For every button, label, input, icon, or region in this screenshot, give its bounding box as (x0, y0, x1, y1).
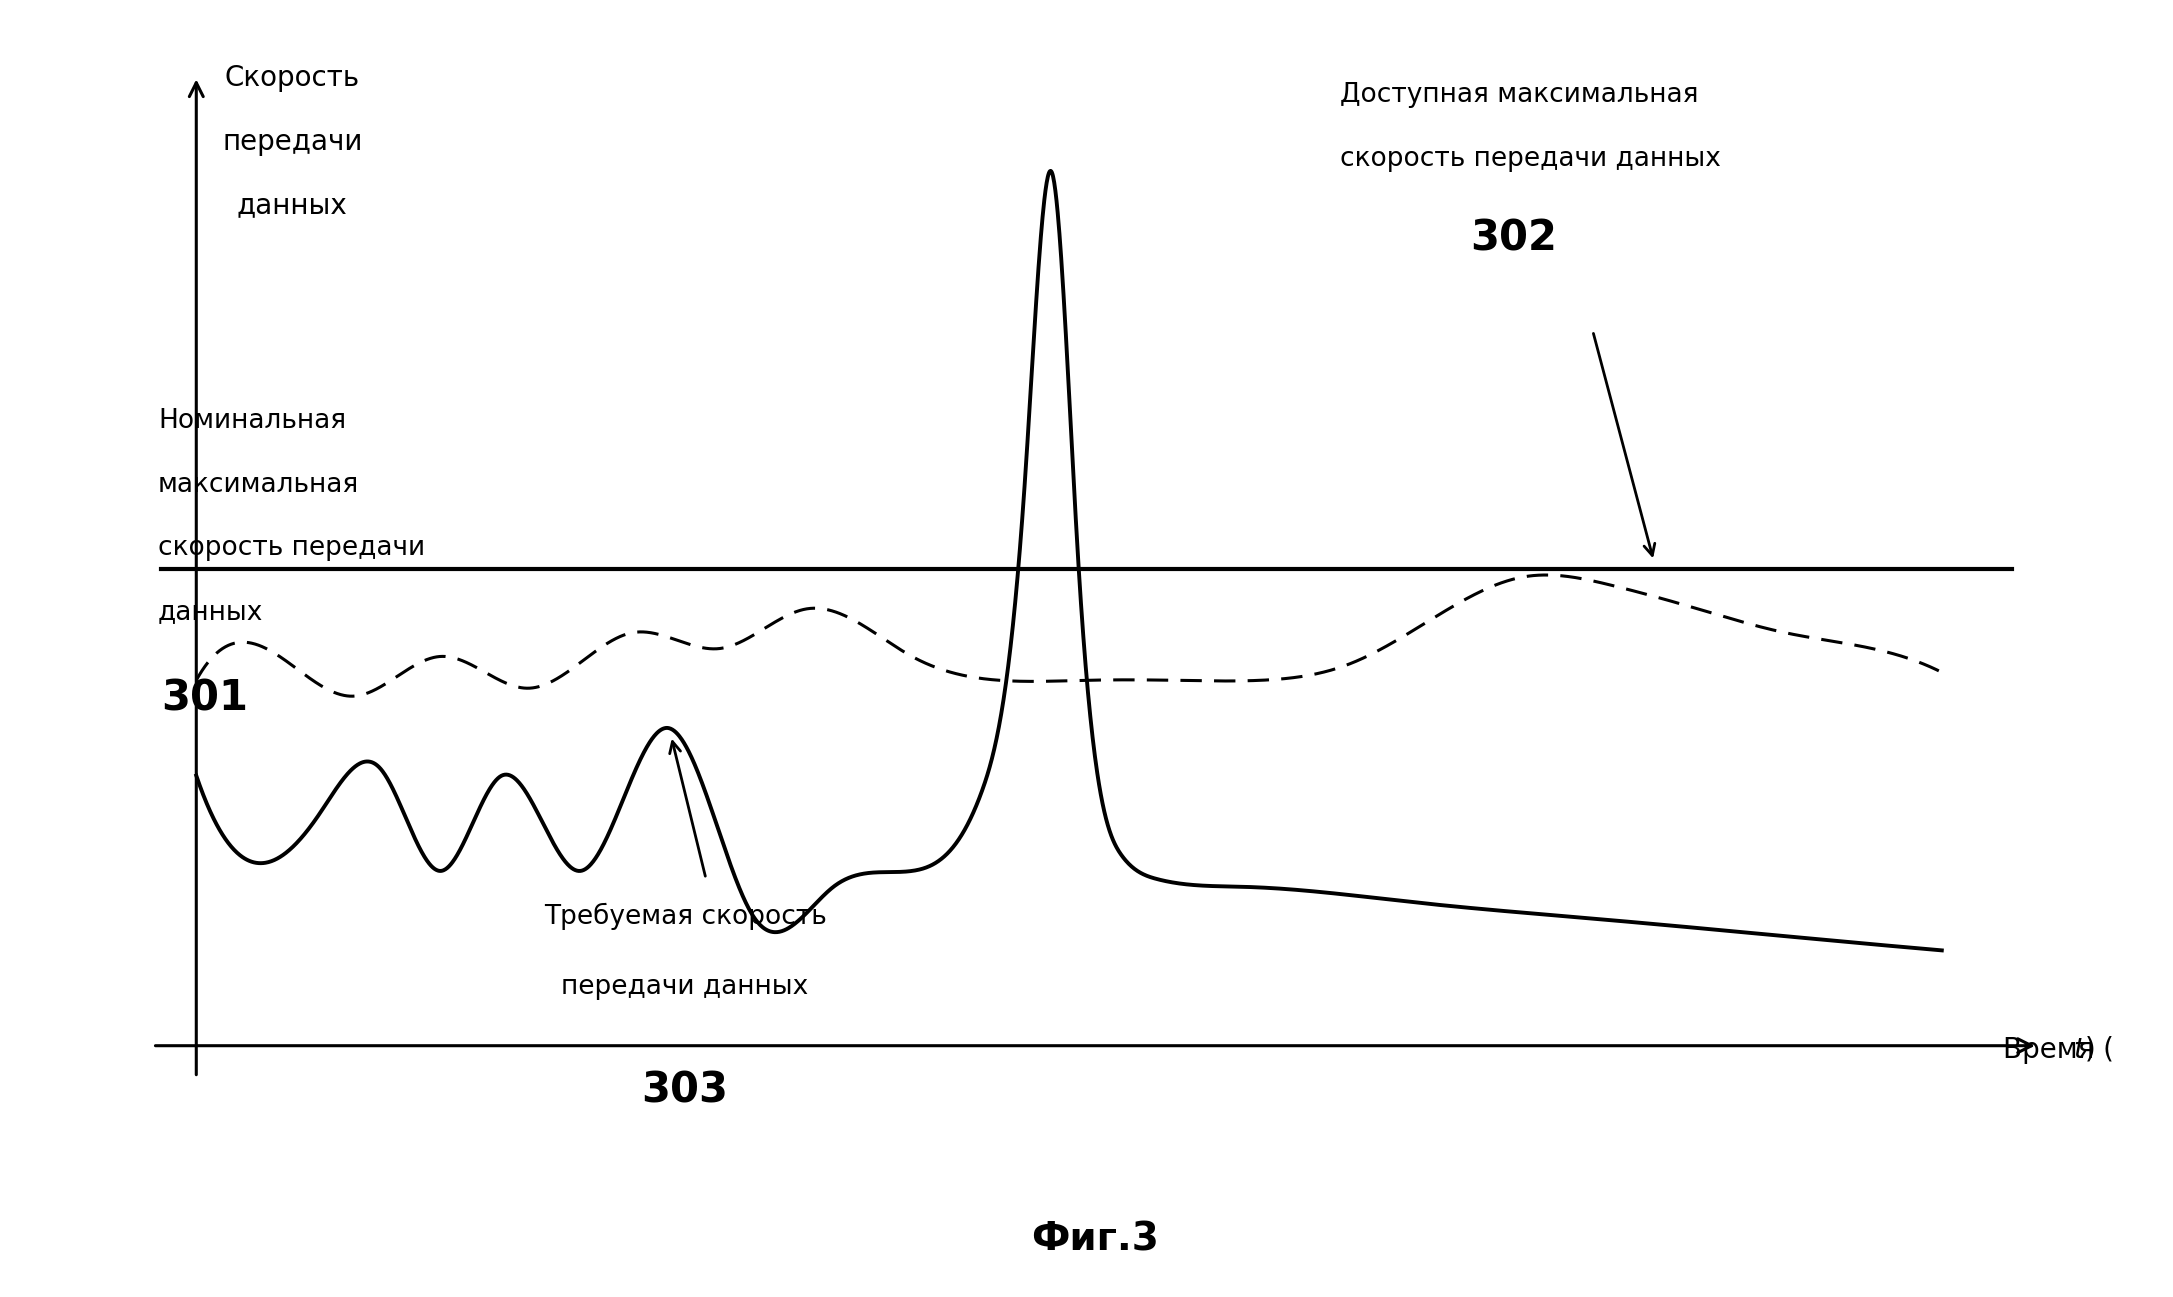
Text: передачи данных: передачи данных (561, 974, 808, 1000)
Text: Время (: Время ( (2004, 1036, 2114, 1064)
Text: скорость передачи данных: скорость передачи данных (1339, 145, 1721, 173)
Text: ): ) (2084, 1036, 2095, 1064)
Text: Скорость: Скорость (224, 65, 361, 92)
Text: Номинальная: Номинальная (159, 409, 346, 434)
Text: 301: 301 (161, 678, 248, 720)
Text: скорость передачи: скорость передачи (159, 536, 426, 562)
Text: данных: данных (237, 192, 348, 219)
Text: Требуемая скорость: Требуемая скорость (543, 903, 826, 930)
Text: передачи: передачи (222, 128, 363, 156)
Text: t: t (2073, 1036, 2084, 1064)
Text: данных: данных (159, 599, 263, 625)
Text: максимальная: максимальная (159, 472, 359, 498)
Text: 302: 302 (1471, 217, 1558, 259)
Text: Фиг.3: Фиг.3 (1032, 1220, 1158, 1258)
Text: Доступная максимальная: Доступная максимальная (1339, 82, 1697, 109)
Text: 303: 303 (641, 1070, 728, 1112)
